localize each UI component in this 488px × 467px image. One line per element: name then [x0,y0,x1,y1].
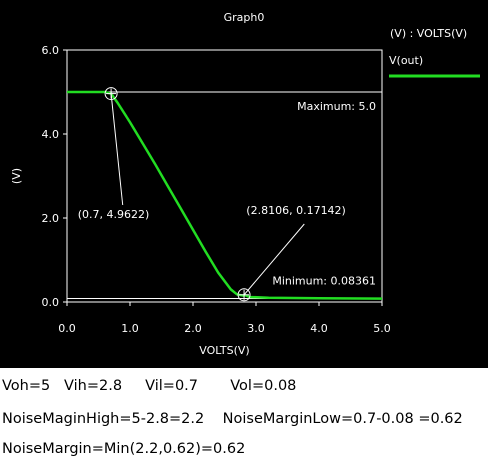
annotation-label: (2.8106, 0.17142) [246,204,346,217]
annotation-marker [237,288,251,302]
chart-title: Graph0 [224,11,265,24]
y-tick-label: 0.0 [42,296,60,309]
note-line-noise-margin-min: NoiseMargin=Min(2.2,0.62)=0.62 [2,441,246,457]
x-tick-label: 4.0 [310,322,328,335]
y-tick-label: 4.0 [42,128,60,141]
plot-panel: Graph0 0.0 1.0 2.0 3.0 4.0 5.0 0.0 2.0 4.0 6.0 VOLT… [0,0,488,368]
annotation-leader-line [110,93,124,206]
series-line-vout [67,90,383,300]
notes-panel: Voh=5 Vih=2.8 Vil=0.7 Vol=0.08 NoiseMagi… [0,368,488,467]
y-tick-label: 6.0 [42,44,60,57]
min-reference-label: Minimum: 0.08361 [272,274,376,287]
legend-entry-label: V(out) [389,54,423,67]
legend-header: (V) : VOLTS(V) [390,27,467,40]
x-tick-label: 1.0 [121,322,139,335]
x-tick-label: 0.0 [58,322,76,335]
x-tick-label: 3.0 [247,322,265,335]
note-line-thresholds: Voh=5 Vih=2.8 Vil=0.7 Vol=0.08 [2,378,297,394]
x-tick-label: 5.0 [373,322,391,335]
max-reference-label: Maximum: 5.0 [297,100,376,113]
x-tick-label: 2.0 [184,322,202,335]
note-line-noise-margins: NoiseMaginHigh=5-2.8=2.2 NoiseMarginLow=… [2,411,463,427]
chart-svg: Graph0 0.0 1.0 2.0 3.0 4.0 5.0 0.0 2.0 4.0 6.0 VOLT… [10,11,480,357]
y-tick-label: 2.0 [42,212,60,225]
plot-frame [66,49,383,303]
x-axis-label: VOLTS(V) [199,344,249,357]
annotation-marker [104,87,118,101]
y-axis-label: (V) [10,168,23,184]
annotation-leader-line [243,223,305,296]
annotation-label: (0.7, 4.9622) [78,208,150,221]
